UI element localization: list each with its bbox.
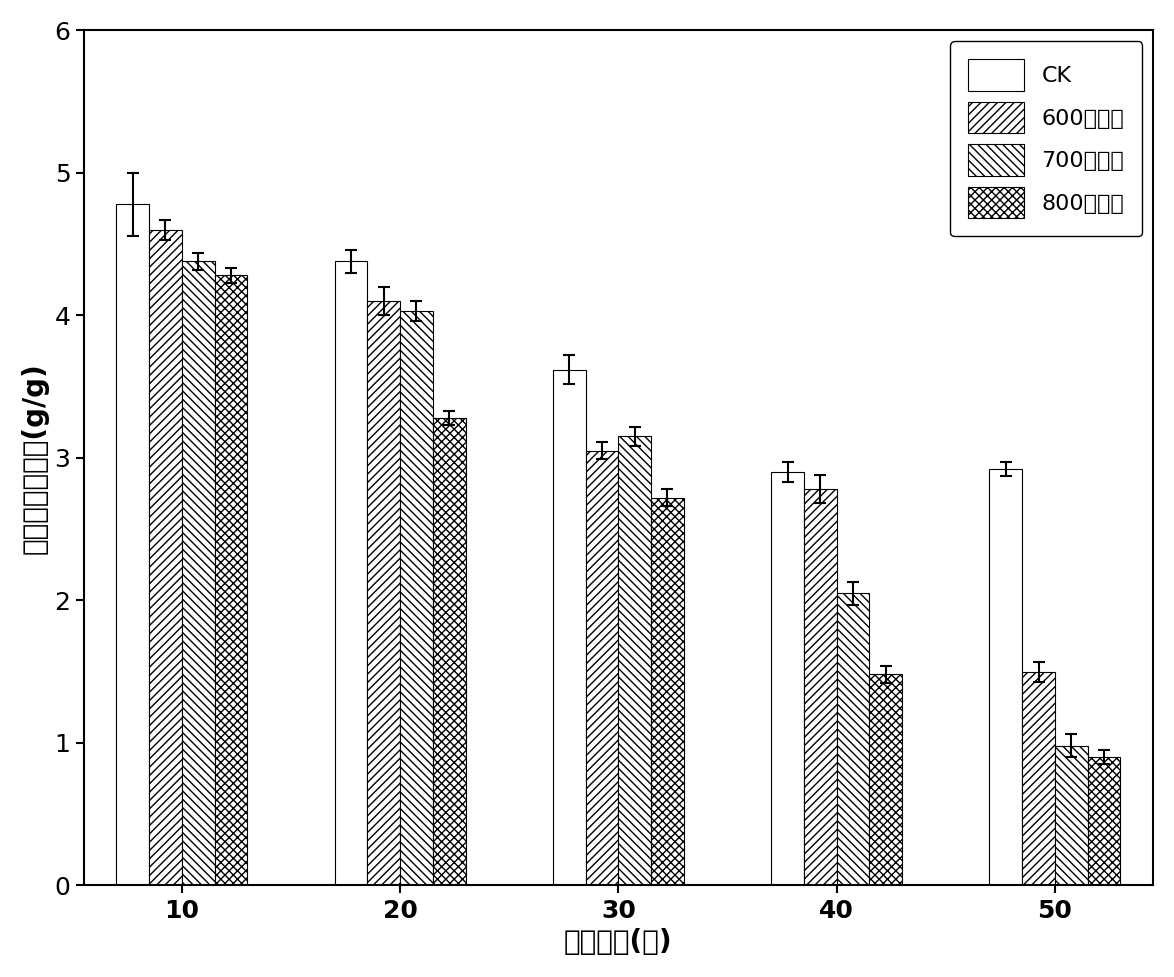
Y-axis label: 石油污染物浓度(g/g): 石油污染物浓度(g/g) [21, 362, 49, 554]
Bar [804, 489, 837, 885]
Bar [1023, 671, 1055, 885]
Bar [990, 469, 1023, 885]
Bar [870, 674, 902, 885]
Bar [367, 301, 400, 885]
Bar [771, 472, 804, 885]
Bar [215, 276, 248, 885]
Bar [586, 450, 619, 885]
Bar [652, 497, 684, 885]
Bar [400, 311, 433, 885]
Legend: CK, 600气凝胶, 700气凝胶, 800气凝胶: CK, 600气凝胶, 700气凝胶, 800气凝胶 [951, 41, 1142, 236]
Bar [149, 230, 182, 885]
Bar [116, 204, 149, 885]
Bar [335, 261, 367, 885]
Bar [619, 437, 652, 885]
Bar [837, 593, 870, 885]
Bar [1087, 757, 1120, 885]
Bar [1055, 745, 1087, 885]
X-axis label: 处理时间(天): 处理时间(天) [564, 928, 673, 956]
Bar [553, 369, 586, 885]
Bar [182, 261, 215, 885]
Bar [433, 418, 466, 885]
